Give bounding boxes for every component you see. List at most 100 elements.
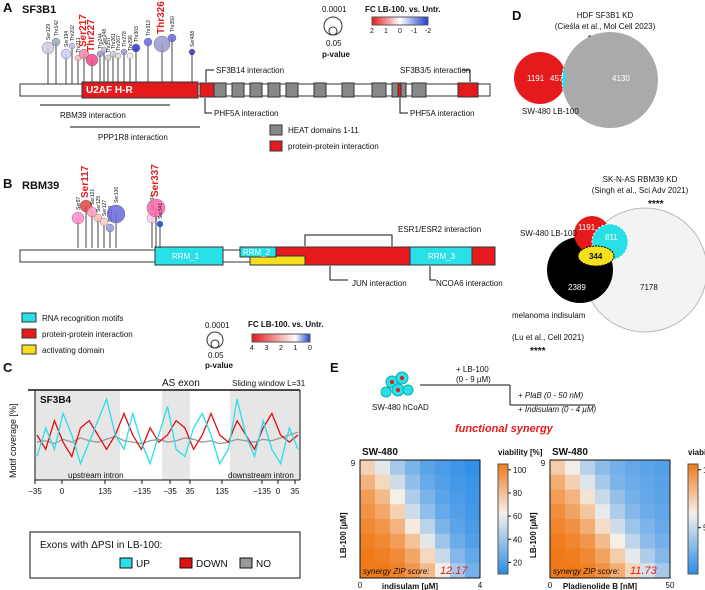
heat-cell — [390, 533, 406, 549]
site-dot — [85, 53, 99, 67]
site-label: Ser136 — [114, 187, 120, 203]
site-label: Ser337 — [150, 164, 161, 197]
heat-cell — [390, 504, 406, 520]
site-label: Ser194 — [64, 31, 70, 47]
heat-cell — [655, 533, 671, 549]
site-dot — [93, 213, 103, 223]
frame — [359, 459, 481, 579]
site-label: Ser127 — [102, 200, 108, 216]
heat-cell — [640, 489, 656, 505]
site-label: Thr227 — [86, 19, 97, 52]
venn-source: (Lu et al., Cell 2021) — [512, 333, 584, 342]
heat-cell — [375, 533, 391, 549]
x-tick-label: 0 — [60, 487, 65, 496]
heat-cell — [375, 474, 391, 490]
heat-cell — [655, 460, 671, 476]
heat-cell — [550, 519, 566, 535]
site-dot — [51, 37, 61, 47]
venn-circle — [562, 32, 658, 128]
site-dot — [156, 220, 164, 228]
site-dot — [153, 35, 171, 53]
heat-cell — [420, 474, 436, 490]
region-label: SF3B14 interaction — [216, 66, 284, 75]
colorbar-tick: 2 — [370, 28, 374, 35]
site-dot — [143, 37, 153, 47]
venn-circle — [514, 52, 566, 104]
cbar-tick-label: 60 — [513, 512, 522, 521]
heat-cell — [390, 563, 406, 579]
region — [249, 255, 306, 266]
stars: **** — [530, 346, 546, 357]
intron-label: upstream intron — [68, 471, 124, 480]
heat-cell — [640, 460, 656, 476]
region-label: PPP1R8 interaction — [98, 133, 168, 142]
colorbar-tick: -2 — [425, 28, 431, 35]
venn-label: SW-480 LB-100 — [520, 229, 577, 238]
heat-cell — [405, 533, 421, 549]
zip: 11.73 — [630, 565, 658, 577]
motif-line — [36, 397, 299, 466]
panel-letter: D — [512, 8, 521, 23]
heat-cell — [390, 548, 406, 564]
venn-label: SW-480 LB-100 — [522, 107, 579, 116]
site-label: Ser248 — [102, 29, 108, 45]
heat-cell — [405, 519, 421, 535]
heat-cell — [655, 548, 671, 564]
region-label: JUN interaction — [352, 279, 407, 288]
pvalue-circle — [323, 16, 343, 36]
stars: **** — [648, 199, 664, 210]
panel-letter: B — [3, 176, 12, 191]
site-label: Ser97 — [76, 196, 82, 210]
heat-cell — [465, 533, 481, 549]
pvalue-top: 0.0001 — [322, 5, 347, 14]
heat-cell — [625, 548, 641, 564]
site-label: Ser121 — [90, 189, 96, 205]
site-label: Thr211 — [76, 37, 82, 53]
x-tick-label: 0 — [276, 487, 281, 496]
domain — [154, 246, 224, 266]
site-dot — [41, 41, 55, 55]
heat-cell — [450, 489, 466, 505]
heat-cell — [375, 460, 391, 476]
heat-cell — [435, 489, 451, 505]
site-dot — [68, 42, 76, 50]
x-label: indisulam [µM] — [382, 582, 439, 590]
heat-cell — [550, 533, 566, 549]
heat-cell — [465, 548, 481, 564]
heat-cell — [595, 474, 611, 490]
legend-label: RNA recognition motifs — [42, 314, 123, 323]
heat-cell — [625, 460, 641, 476]
heat-cell — [550, 548, 566, 564]
heat-cell — [640, 519, 656, 535]
heat-cell — [550, 460, 566, 476]
fc-label: FC LB-100. vs. Untr. — [248, 320, 324, 329]
heat-cell — [565, 533, 581, 549]
site-dot — [114, 52, 122, 60]
region-label: RBM39 interaction — [60, 111, 126, 120]
site-label: Thr278 — [122, 31, 128, 47]
fc-label: FC LB-100. vs. Untr. — [365, 5, 441, 14]
site-dot — [105, 223, 115, 233]
legend-label: protein-protein interaction — [42, 330, 133, 339]
venn-title: SK-N-AS RBM39 KD — [603, 175, 678, 184]
heat-cell — [580, 563, 596, 579]
x-tick-label: 135 — [215, 487, 229, 496]
site-dot — [86, 206, 98, 218]
heat-cell — [405, 460, 421, 476]
heat-cell — [565, 548, 581, 564]
site-label: Thr257 — [106, 37, 112, 53]
heat-cell — [465, 563, 481, 579]
colorbar-tick: 2 — [279, 345, 283, 352]
heat-cell — [550, 504, 566, 520]
legend-title: Exons with ΔPSI in LB-100: — [40, 540, 162, 551]
colorbar-tick: 0 — [308, 345, 312, 352]
venn-label: melanoma indisulam — [512, 311, 586, 320]
synergy: functional synergy — [455, 423, 554, 435]
heat-cell — [390, 489, 406, 505]
colorbar — [251, 333, 311, 343]
heat-cell — [360, 548, 376, 564]
x-max: 4 — [478, 581, 483, 590]
y-label: LB-100 [µM] — [339, 512, 348, 558]
site-label: Thr244 — [98, 33, 104, 49]
